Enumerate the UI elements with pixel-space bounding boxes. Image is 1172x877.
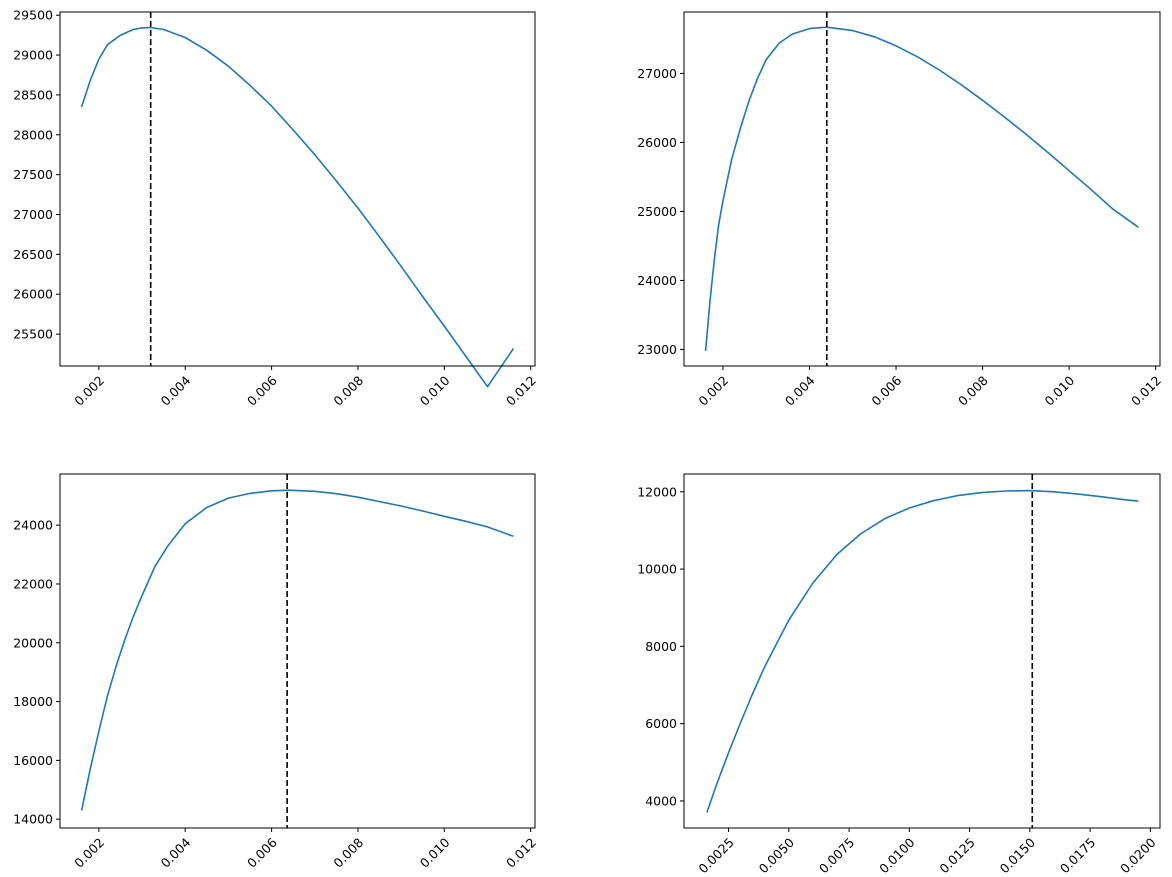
series-line	[704, 26, 1139, 351]
x-tick-label: 0.002	[71, 835, 107, 871]
y-tick-label: 29000	[13, 48, 53, 63]
y-tick-label: 27500	[13, 167, 53, 182]
x-tick-label: 0.010	[417, 835, 453, 871]
x-tick-label: 0.010	[1042, 373, 1078, 409]
y-tick-label: 14000	[13, 812, 53, 827]
chart-panel: 4000 6000 8000 10000 12000 0.0025 0.0050 0.0075…	[637, 473, 1161, 877]
y-tick-label: 24000	[637, 273, 677, 288]
y-tick-label: 16000	[13, 753, 53, 768]
x-tick-label: 0.0075	[816, 835, 858, 877]
y-tick-label: 26500	[13, 247, 53, 262]
x-tick-label: 0.0100	[876, 835, 918, 877]
x-tick-label: 0.002	[695, 373, 731, 409]
series-line	[706, 489, 1139, 813]
chart-panel: 14000 16000 18000 20000 22000 24000 0.002 0.004…	[13, 473, 539, 871]
x-tick-label: 0.0025	[695, 835, 737, 877]
x-tick-label: 0.012	[503, 373, 539, 409]
x-tick-label: 0.002	[71, 373, 107, 409]
y-tick-label: 12000	[637, 484, 677, 499]
x-tick-label: 0.004	[782, 373, 818, 409]
y-tick-label: 27000	[637, 66, 677, 81]
series-line	[80, 489, 514, 811]
y-tick-label: 27000	[13, 207, 53, 222]
x-tick-label: 0.0050	[756, 835, 798, 877]
y-tick-label: 8000	[645, 639, 677, 654]
chart-panel: 23000 24000 25000 26000 27000 0.002 0.004 0.006…	[637, 11, 1164, 409]
x-tick-label: 0.0200	[1117, 835, 1159, 877]
y-tick-label: 6000	[645, 716, 677, 731]
x-tick-label: 0.012	[1128, 373, 1164, 409]
series-line	[80, 26, 515, 388]
y-tick-label: 23000	[637, 342, 677, 357]
x-tick-label: 0.0150	[997, 835, 1039, 877]
x-tick-label: 0.006	[244, 373, 280, 409]
y-tick-label: 10000	[637, 562, 677, 577]
chart-panel: 25500 26000 26500 27000 27500 28000 28500 29000…	[13, 8, 539, 409]
x-tick-label: 0.004	[158, 835, 194, 871]
y-tick-label: 24000	[13, 518, 53, 533]
y-tick-label: 25500	[13, 327, 53, 342]
axes-frame	[59, 11, 536, 367]
y-tick-label: 20000	[13, 635, 53, 650]
x-tick-label: 0.004	[158, 373, 194, 409]
y-tick-label: 29500	[13, 8, 53, 23]
axes-frame	[683, 11, 1161, 367]
y-tick-label: 4000	[645, 793, 677, 808]
axes-frame	[683, 473, 1161, 829]
y-tick-label: 28500	[13, 87, 53, 102]
x-tick-label: 0.008	[330, 835, 366, 871]
y-tick-label: 18000	[13, 694, 53, 709]
x-tick-label: 0.008	[330, 373, 366, 409]
axes-frame	[59, 473, 536, 829]
y-tick-label: 25000	[637, 204, 677, 219]
x-tick-label: 0.008	[955, 373, 991, 409]
x-tick-label: 0.0125	[936, 835, 978, 877]
y-tick-label: 26000	[637, 135, 677, 150]
x-tick-label: 0.006	[868, 373, 904, 409]
y-tick-label: 28000	[13, 127, 53, 142]
x-tick-label: 0.012	[503, 835, 539, 871]
y-tick-label: 22000	[13, 576, 53, 591]
y-tick-label: 26000	[13, 287, 53, 302]
x-tick-label: 0.010	[417, 373, 453, 409]
x-tick-label: 0.006	[244, 835, 280, 871]
x-tick-label: 0.0175	[1057, 835, 1099, 877]
